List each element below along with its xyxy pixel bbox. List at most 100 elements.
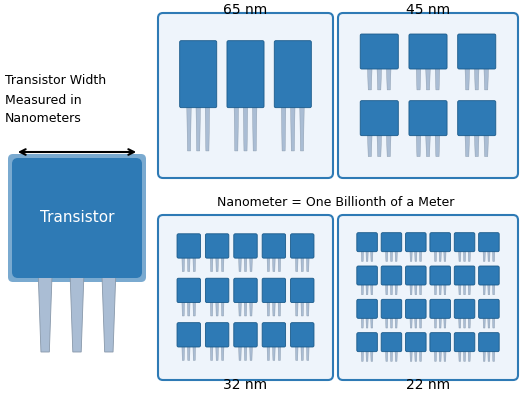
Polygon shape — [205, 106, 209, 151]
Polygon shape — [370, 317, 373, 328]
Polygon shape — [182, 345, 184, 360]
Polygon shape — [366, 250, 368, 261]
Polygon shape — [250, 301, 252, 316]
FancyBboxPatch shape — [12, 158, 142, 278]
Polygon shape — [492, 317, 495, 328]
FancyBboxPatch shape — [405, 233, 426, 252]
FancyBboxPatch shape — [291, 323, 314, 347]
FancyBboxPatch shape — [381, 333, 402, 352]
Polygon shape — [416, 67, 421, 90]
Polygon shape — [468, 317, 470, 328]
Polygon shape — [387, 134, 391, 156]
Polygon shape — [267, 257, 270, 272]
Polygon shape — [465, 67, 469, 90]
Polygon shape — [250, 257, 252, 272]
FancyBboxPatch shape — [262, 234, 286, 258]
FancyBboxPatch shape — [205, 234, 229, 258]
Polygon shape — [484, 134, 489, 156]
Polygon shape — [295, 345, 298, 360]
FancyBboxPatch shape — [177, 323, 201, 347]
Polygon shape — [301, 345, 304, 360]
Polygon shape — [435, 250, 437, 261]
Polygon shape — [366, 317, 368, 328]
Polygon shape — [188, 345, 190, 360]
Polygon shape — [216, 257, 218, 272]
Polygon shape — [488, 317, 490, 328]
Text: 22 nm: 22 nm — [406, 378, 450, 392]
Polygon shape — [390, 317, 393, 328]
FancyBboxPatch shape — [234, 234, 257, 258]
FancyBboxPatch shape — [291, 278, 314, 303]
Text: Transistor Width
Measured in
Nanometers: Transistor Width Measured in Nanometers — [5, 74, 106, 126]
Polygon shape — [483, 250, 486, 261]
Polygon shape — [463, 350, 466, 362]
Polygon shape — [483, 317, 486, 328]
FancyBboxPatch shape — [262, 278, 286, 303]
Polygon shape — [210, 257, 213, 272]
Polygon shape — [386, 317, 388, 328]
Polygon shape — [387, 67, 391, 90]
Polygon shape — [484, 67, 489, 90]
Polygon shape — [377, 134, 381, 156]
Polygon shape — [377, 67, 381, 90]
FancyBboxPatch shape — [405, 299, 426, 318]
Polygon shape — [415, 317, 417, 328]
Polygon shape — [458, 350, 461, 362]
Polygon shape — [492, 284, 495, 295]
FancyBboxPatch shape — [430, 299, 451, 318]
Polygon shape — [216, 345, 218, 360]
Polygon shape — [410, 317, 412, 328]
FancyBboxPatch shape — [454, 299, 475, 318]
Polygon shape — [370, 284, 373, 295]
Polygon shape — [390, 250, 393, 261]
Polygon shape — [395, 317, 398, 328]
Polygon shape — [415, 284, 417, 295]
FancyBboxPatch shape — [457, 34, 496, 69]
FancyBboxPatch shape — [234, 278, 257, 303]
Polygon shape — [367, 67, 372, 90]
Polygon shape — [239, 301, 241, 316]
Polygon shape — [281, 106, 286, 151]
Polygon shape — [435, 134, 440, 156]
Polygon shape — [361, 350, 364, 362]
Text: 45 nm: 45 nm — [406, 3, 450, 17]
Polygon shape — [468, 350, 470, 362]
Polygon shape — [300, 106, 304, 151]
FancyBboxPatch shape — [227, 41, 264, 108]
Polygon shape — [301, 301, 304, 316]
Polygon shape — [267, 301, 270, 316]
FancyBboxPatch shape — [409, 34, 447, 69]
Polygon shape — [488, 284, 490, 295]
FancyBboxPatch shape — [405, 266, 426, 285]
FancyBboxPatch shape — [177, 234, 201, 258]
Polygon shape — [419, 250, 421, 261]
Polygon shape — [390, 350, 393, 362]
Polygon shape — [439, 350, 441, 362]
Polygon shape — [458, 250, 461, 261]
Polygon shape — [475, 67, 479, 90]
Polygon shape — [239, 345, 241, 360]
Polygon shape — [386, 250, 388, 261]
Polygon shape — [458, 284, 461, 295]
Polygon shape — [361, 250, 364, 261]
Polygon shape — [38, 272, 52, 352]
Polygon shape — [361, 284, 364, 295]
FancyBboxPatch shape — [454, 333, 475, 352]
Polygon shape — [463, 317, 466, 328]
Polygon shape — [426, 67, 430, 90]
FancyBboxPatch shape — [360, 101, 399, 136]
Polygon shape — [488, 350, 490, 362]
Polygon shape — [444, 350, 446, 362]
FancyBboxPatch shape — [357, 266, 377, 285]
Polygon shape — [253, 106, 257, 151]
Polygon shape — [492, 350, 495, 362]
Polygon shape — [419, 350, 421, 362]
Polygon shape — [435, 67, 440, 90]
Polygon shape — [278, 301, 281, 316]
Polygon shape — [444, 284, 446, 295]
Polygon shape — [278, 257, 281, 272]
Text: 32 nm: 32 nm — [223, 378, 267, 392]
FancyBboxPatch shape — [205, 323, 229, 347]
Polygon shape — [295, 257, 298, 272]
FancyBboxPatch shape — [291, 234, 314, 258]
